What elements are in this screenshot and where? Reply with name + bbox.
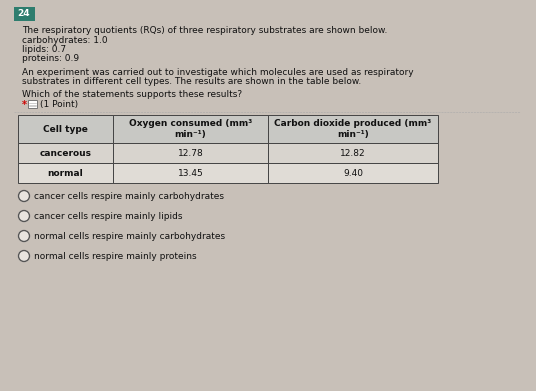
Text: 12.78: 12.78 (177, 149, 203, 158)
Text: cancer cells respire mainly lipids: cancer cells respire mainly lipids (34, 212, 183, 221)
Text: carbohydrates: 1.0: carbohydrates: 1.0 (22, 36, 108, 45)
Bar (113, 115, 268, 143)
Bar (268, 163, 438, 183)
Text: Cell type: Cell type (43, 124, 88, 133)
Bar (18, 115, 113, 143)
FancyBboxPatch shape (28, 100, 38, 108)
Text: normal: normal (48, 169, 84, 178)
Text: *: * (22, 100, 27, 110)
Bar (268, 115, 438, 143)
Text: proteins: 0.9: proteins: 0.9 (22, 54, 79, 63)
Bar (18, 143, 113, 163)
Text: normal cells respire mainly carbohydrates: normal cells respire mainly carbohydrate… (34, 232, 226, 241)
Bar (113, 163, 268, 183)
Circle shape (19, 231, 29, 242)
Text: cancer cells respire mainly carbohydrates: cancer cells respire mainly carbohydrate… (34, 192, 225, 201)
Text: Which of the statements supports these results?: Which of the statements supports these r… (22, 90, 242, 99)
Bar (113, 143, 268, 163)
Text: substrates in different cell types. The results are shown in the table below.: substrates in different cell types. The … (22, 77, 361, 86)
Bar (18, 163, 113, 183)
Text: Carbon dioxide produced (mm³
min⁻¹): Carbon dioxide produced (mm³ min⁻¹) (274, 119, 431, 139)
Text: (1 Point): (1 Point) (40, 100, 78, 109)
Text: normal cells respire mainly proteins: normal cells respire mainly proteins (34, 252, 197, 261)
Bar (268, 143, 438, 163)
FancyBboxPatch shape (13, 7, 34, 20)
Text: The respiratory quotients (RQs) of three respiratory substrates are shown below.: The respiratory quotients (RQs) of three… (22, 26, 388, 35)
Text: 13.45: 13.45 (177, 169, 203, 178)
Text: Oxygen consumed (mm³
min⁻¹): Oxygen consumed (mm³ min⁻¹) (129, 119, 252, 139)
Text: lipids: 0.7: lipids: 0.7 (22, 45, 66, 54)
Text: 9.40: 9.40 (343, 169, 363, 178)
Text: cancerous: cancerous (40, 149, 92, 158)
Text: An experiment was carried out to investigate which molecules are used as respira: An experiment was carried out to investi… (22, 68, 414, 77)
Circle shape (19, 251, 29, 262)
Circle shape (19, 210, 29, 221)
Circle shape (19, 190, 29, 201)
Text: 24: 24 (18, 9, 31, 18)
Text: 12.82: 12.82 (340, 149, 366, 158)
